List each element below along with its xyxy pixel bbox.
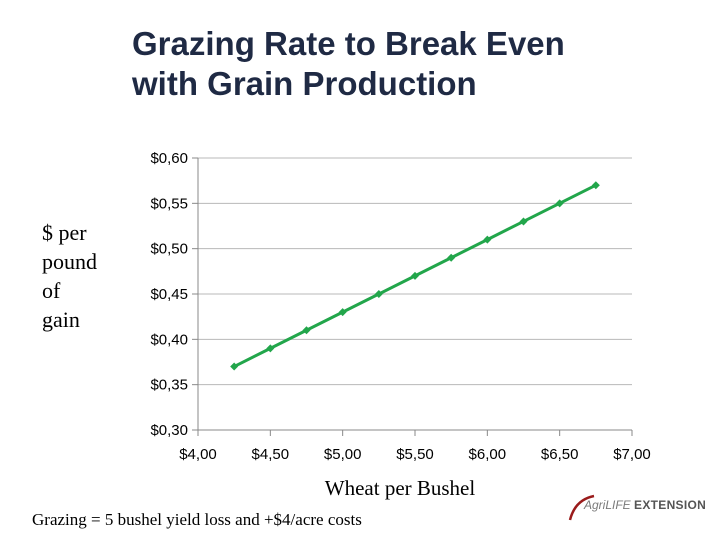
y-tick-label-3: $0,45 <box>150 286 188 303</box>
y-tick-label-0: $0,30 <box>150 422 188 439</box>
y-axis-label: $ per pound of gain <box>42 218 122 334</box>
y-axis-label-line-3: of <box>42 278 61 303</box>
chart-title: Grazing Rate to Break Even with Grain Pr… <box>132 24 692 104</box>
y-axis-label-line-2: pound <box>42 249 97 274</box>
x-axis-label: Wheat per Bushel <box>324 476 476 500</box>
y-tick-label-4: $0,50 <box>150 241 188 258</box>
x-tick-label-6: $7,00 <box>613 446 651 463</box>
data-point-0-5 <box>411 271 419 280</box>
y-tick-label-6: $0,60 <box>150 150 188 167</box>
chart-title-line-2: with Grain Production <box>132 65 477 102</box>
chart-title-line-1: Grazing Rate to Break Even <box>132 25 565 62</box>
data-point-0-8 <box>519 217 528 226</box>
agrilife-extension-logo: AgriLIFE EXTENSION <box>566 494 706 528</box>
y-tick-label-2: $0,40 <box>150 331 188 348</box>
y-axis-label-line-1: $ per <box>42 220 87 245</box>
x-tick-label-0: $4,00 <box>179 446 217 463</box>
y-axis-label-line-4: gain <box>42 307 80 332</box>
data-point-0-0 <box>230 362 239 371</box>
data-point-0-1 <box>266 344 275 353</box>
logo-swoosh-icon <box>568 494 595 521</box>
logo-brand: AgriLIFE <box>584 498 631 512</box>
data-point-0-6 <box>447 253 456 262</box>
footnote: Grazing = 5 bushel yield loss and +$4/ac… <box>32 510 362 529</box>
x-tick-label-5: $6,50 <box>541 446 579 463</box>
logo-text: AgriLIFE EXTENSION <box>584 498 706 512</box>
x-tick-label-2: $5,00 <box>324 446 362 463</box>
data-point-0-3 <box>338 308 347 317</box>
y-tick-label-5: $0,55 <box>150 195 188 212</box>
data-point-0-7 <box>483 235 492 244</box>
data-point-0-9 <box>555 199 564 208</box>
logo-ext: EXTENSION <box>634 498 707 512</box>
x-tick-label-1: $4,50 <box>252 446 290 463</box>
x-tick-label-4: $6,00 <box>469 446 507 463</box>
data-point-0-10 <box>591 181 600 190</box>
y-tick-label-1: $0,35 <box>150 377 188 394</box>
x-tick-label-3: $5,50 <box>396 446 434 463</box>
data-point-0-4 <box>374 290 383 298</box>
data-point-0-2 <box>302 326 311 335</box>
